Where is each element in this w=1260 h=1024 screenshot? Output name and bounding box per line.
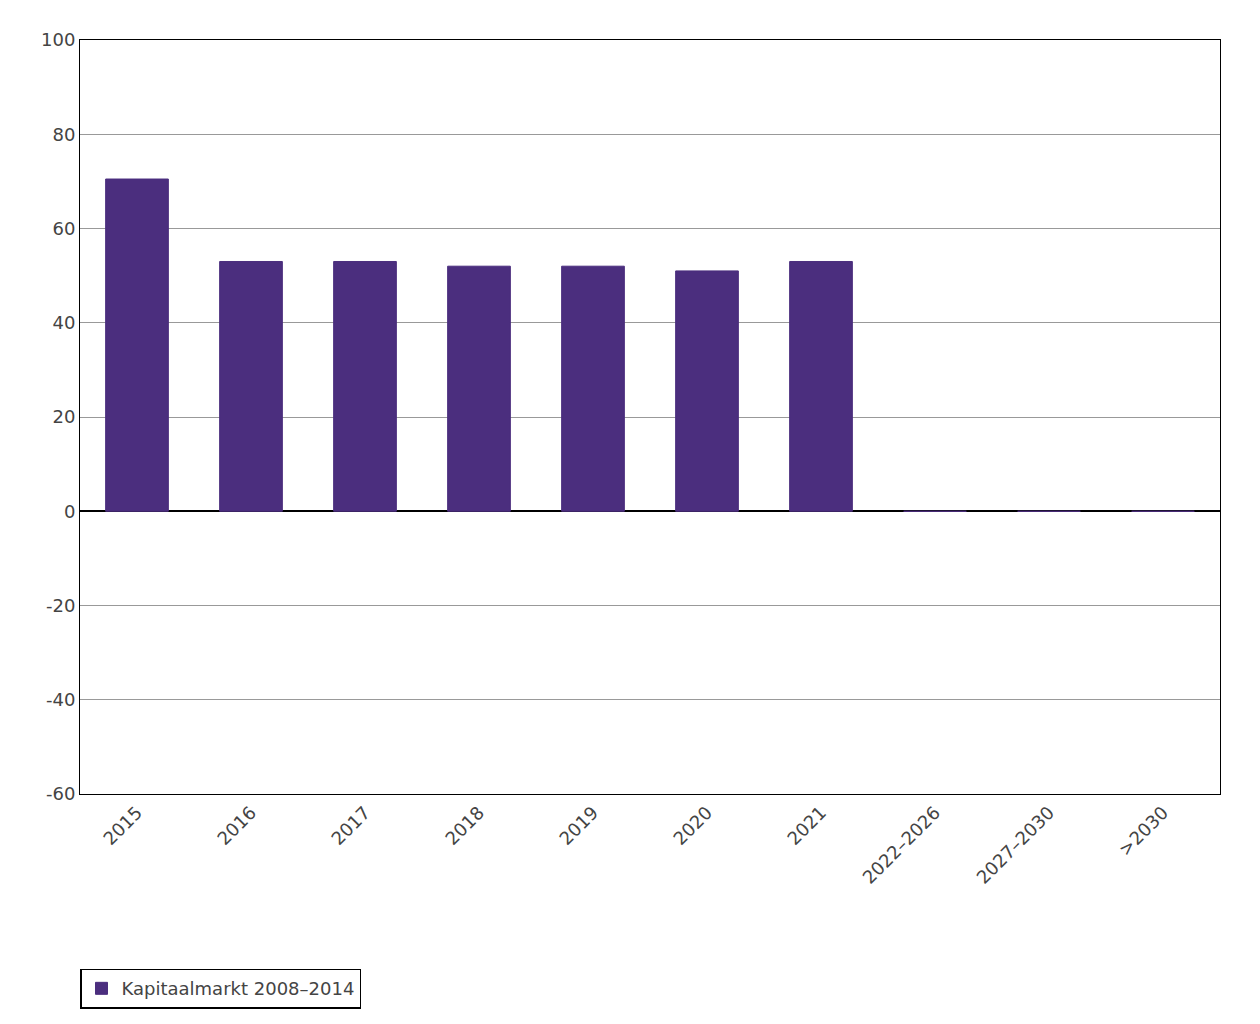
- svg-text:100: 100: [41, 29, 75, 50]
- svg-text:2027–2030: 2027–2030: [972, 802, 1058, 888]
- svg-text:2015: 2015: [99, 802, 146, 849]
- svg-text:-20: -20: [46, 595, 75, 616]
- svg-text:80: 80: [52, 124, 75, 145]
- svg-text:0: 0: [64, 501, 75, 522]
- svg-text:2017: 2017: [327, 802, 374, 849]
- svg-text:2021: 2021: [783, 802, 830, 849]
- svg-text:-40: -40: [46, 689, 75, 710]
- svg-text:2020: 2020: [669, 802, 716, 849]
- svg-text:-60: -60: [46, 783, 75, 804]
- svg-text:2016: 2016: [213, 802, 260, 849]
- svg-text:60: 60: [52, 218, 75, 239]
- svg-text:20: 20: [52, 406, 75, 427]
- svg-text:2018: 2018: [441, 802, 488, 849]
- svg-text:2022–2026: 2022–2026: [858, 802, 944, 888]
- svg-text:>2030: >2030: [1114, 802, 1172, 860]
- svg-text:Kapitaalmarkt 2008–2014: Kapitaalmarkt 2008–2014: [122, 978, 355, 999]
- svg-text:2019: 2019: [555, 802, 602, 849]
- svg-text:40: 40: [52, 312, 75, 333]
